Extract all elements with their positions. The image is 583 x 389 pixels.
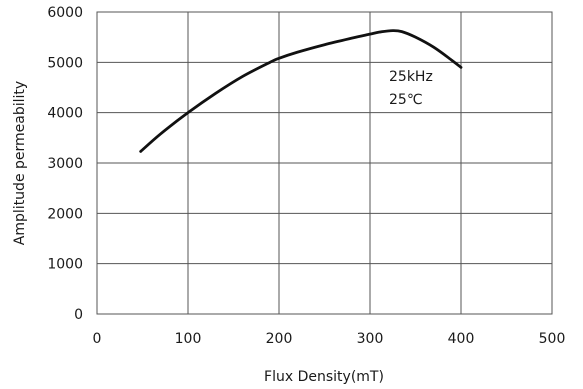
x-tick-label-3: 300 <box>357 331 384 347</box>
y-tick-label-6: 6000 <box>47 5 83 21</box>
x-tick-label-4: 400 <box>448 331 475 347</box>
series-line-0 <box>141 31 461 152</box>
y-tick-label-5: 5000 <box>47 55 83 71</box>
x-tick-label-5: 500 <box>539 331 566 347</box>
y-tick-labels: 0 1000 2000 3000 4000 5000 6000 <box>47 5 83 323</box>
y-tick-label-2: 2000 <box>47 206 83 222</box>
y-tick-label-1: 1000 <box>47 257 83 273</box>
frequency-annotation: 25kHz <box>389 69 433 85</box>
series-layer <box>141 31 461 152</box>
y-tick-label-3: 3000 <box>47 156 83 172</box>
grid <box>97 12 552 314</box>
x-tick-labels: 0 100 200 300 400 500 <box>93 331 566 347</box>
y-axis-title: Amplitude permeability <box>12 81 28 245</box>
x-tick-label-1: 100 <box>175 331 202 347</box>
x-tick-label-0: 0 <box>93 331 102 347</box>
x-tick-label-2: 200 <box>266 331 293 347</box>
y-tick-label-4: 4000 <box>47 106 83 122</box>
x-axis-title: Flux Density(mT) <box>264 369 384 385</box>
y-tick-label-0: 0 <box>74 307 83 323</box>
temperature-annotation: 25℃ <box>389 92 423 108</box>
